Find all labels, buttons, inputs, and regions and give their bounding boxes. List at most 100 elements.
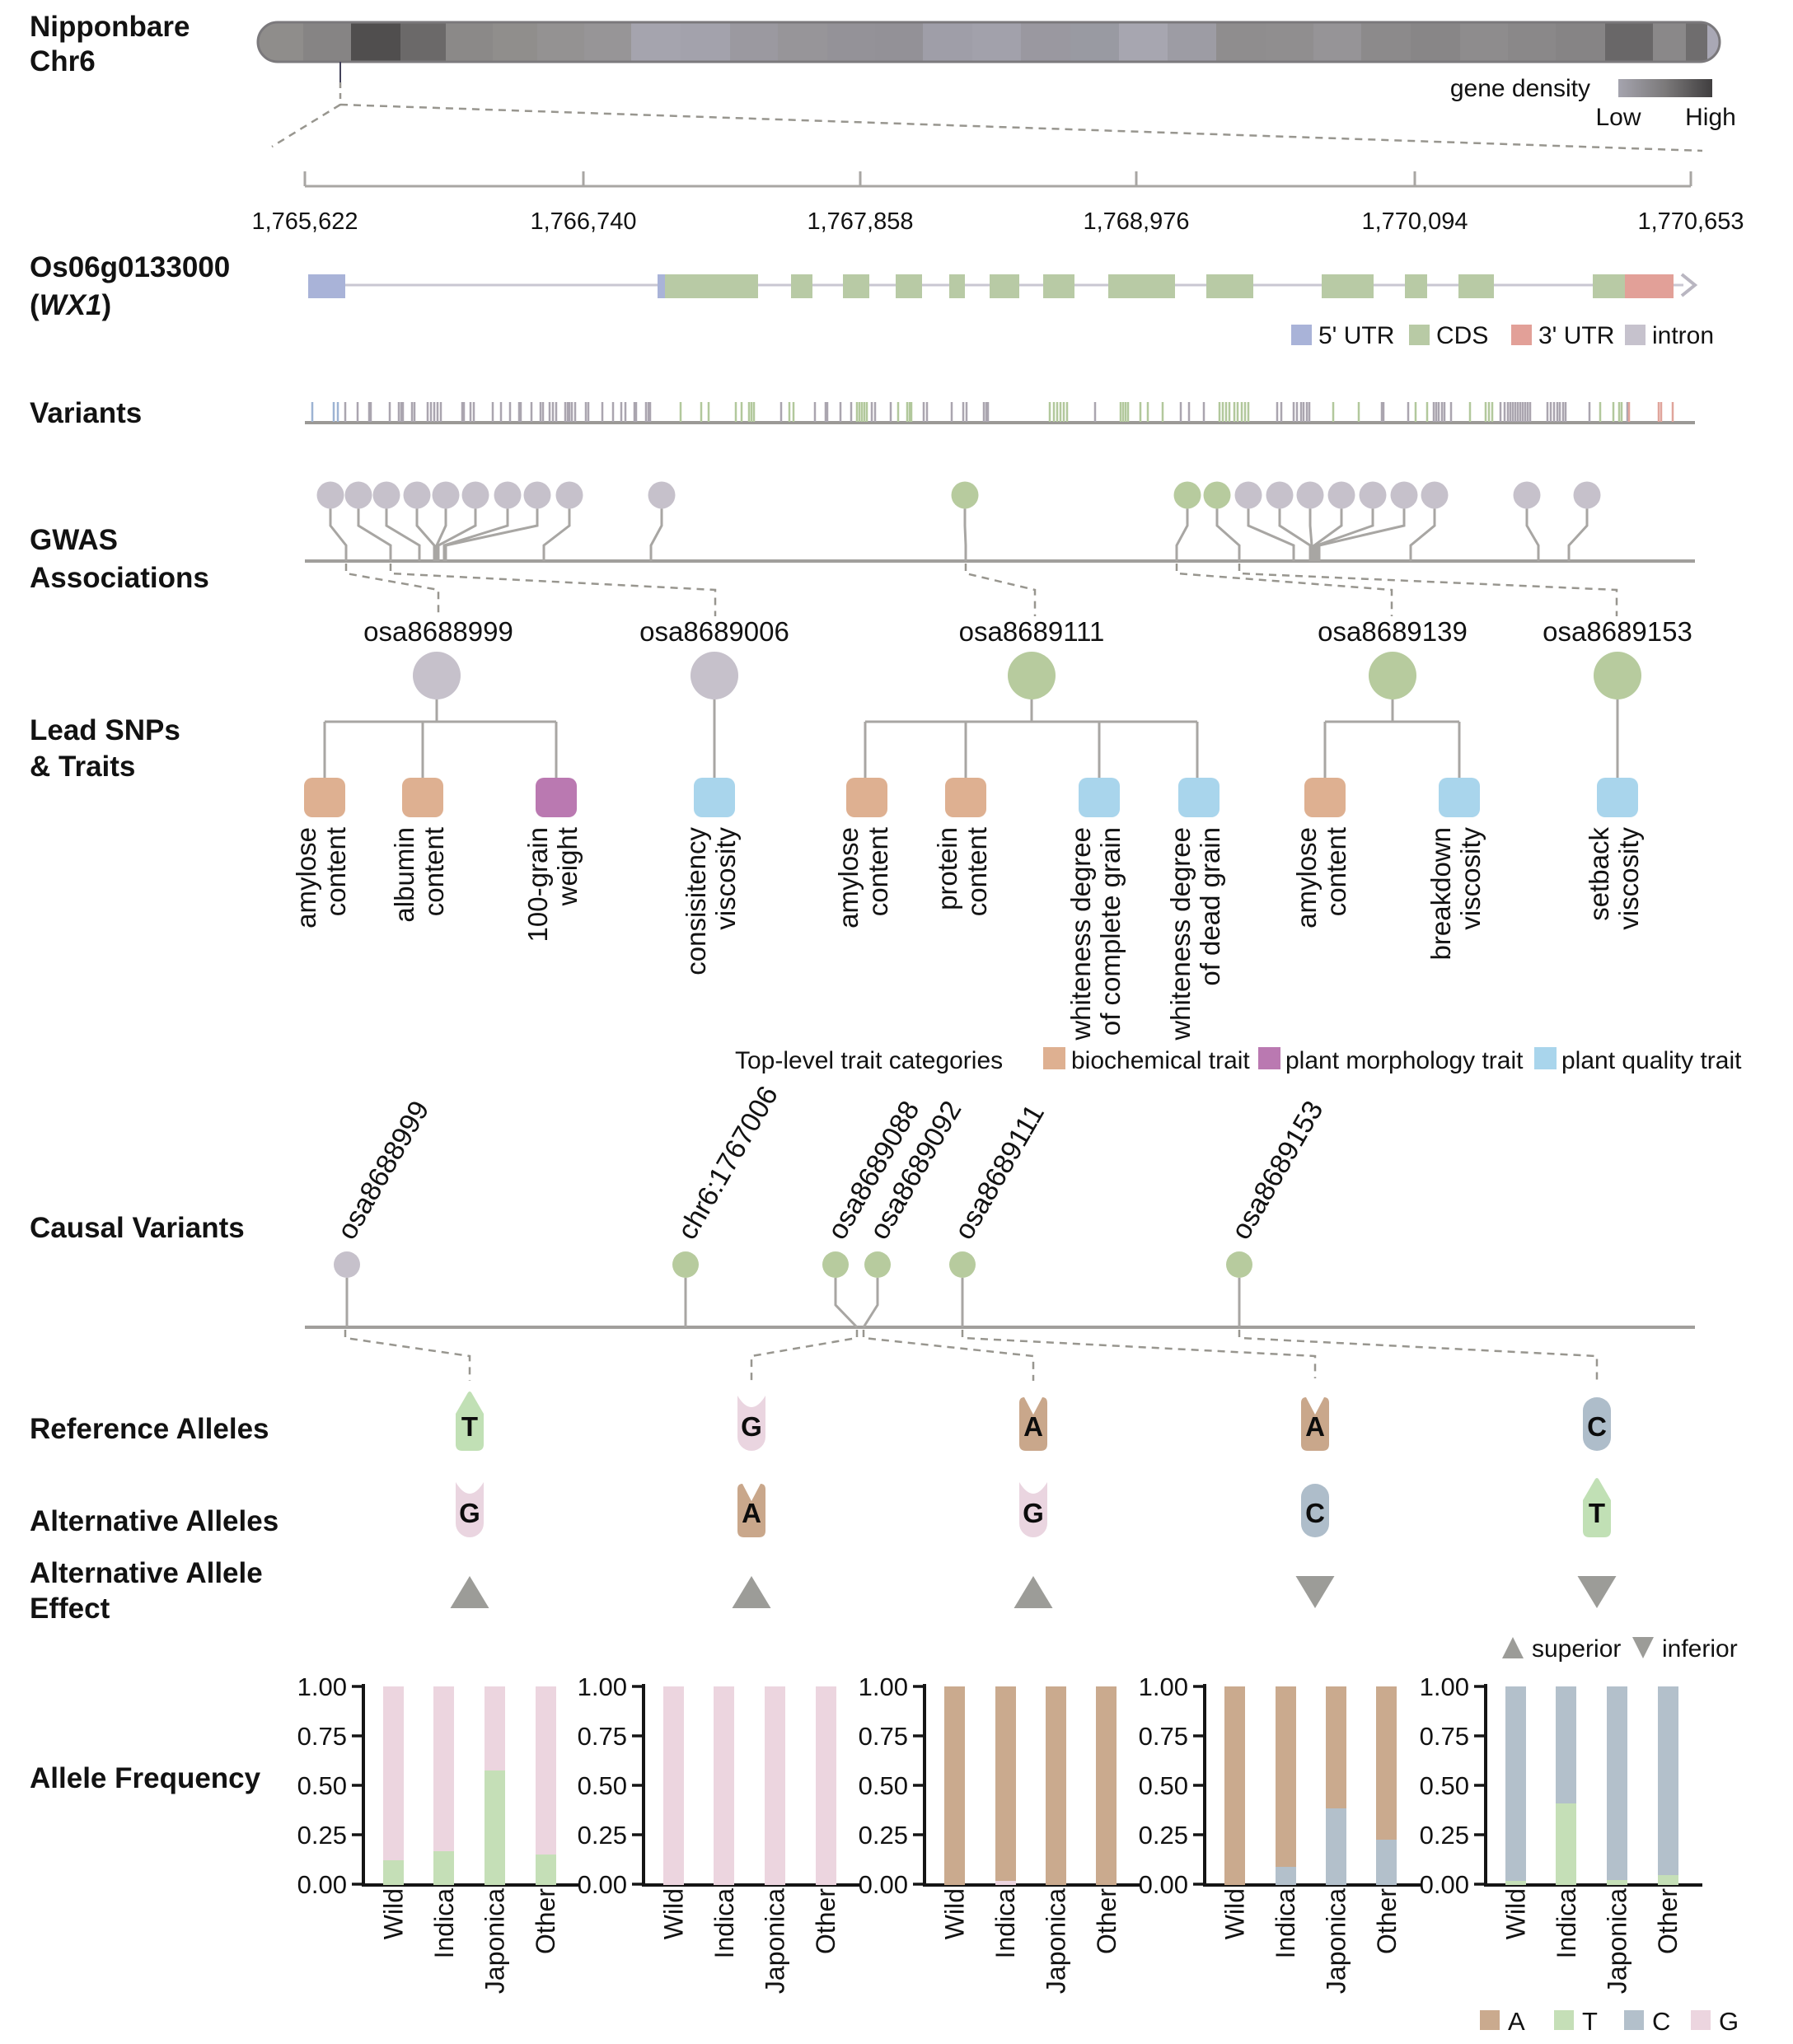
- svg-text:whiteness degree: whiteness degree: [1165, 827, 1196, 1041]
- svg-text:G: G: [1719, 2007, 1739, 2036]
- svg-text:content: content: [962, 827, 992, 916]
- svg-text:Other: Other: [1372, 1888, 1402, 1954]
- svg-text:0.00: 0.00: [578, 1870, 627, 1899]
- svg-text:Other: Other: [811, 1888, 840, 1954]
- svg-text:viscosity: viscosity: [1455, 827, 1486, 930]
- svg-text:High: High: [1685, 104, 1736, 131]
- svg-text:Wild: Wild: [1220, 1888, 1250, 1939]
- svg-text:Nipponbare: Nipponbare: [30, 11, 190, 43]
- svg-text:Reference Alleles: Reference Alleles: [30, 1413, 269, 1445]
- svg-text:Effect: Effect: [30, 1593, 110, 1625]
- svg-text:A: A: [1305, 1411, 1325, 1442]
- svg-text:biochemical trait: biochemical trait: [1071, 1047, 1250, 1074]
- svg-text:0.50: 0.50: [578, 1771, 627, 1800]
- svg-text:amylose: amylose: [291, 827, 321, 928]
- svg-text:content: content: [1321, 827, 1351, 916]
- svg-text:0.75: 0.75: [578, 1722, 627, 1751]
- svg-text:superior: superior: [1532, 1635, 1621, 1663]
- svg-text:1,765,622: 1,765,622: [251, 208, 358, 235]
- svg-text:Other: Other: [531, 1888, 560, 1954]
- svg-text:0.00: 0.00: [859, 1870, 908, 1899]
- svg-text:100-grain: 100-grain: [522, 827, 553, 942]
- svg-text:viscosity: viscosity: [1613, 827, 1644, 930]
- svg-text:Associations: Associations: [30, 562, 209, 594]
- svg-text:0.50: 0.50: [297, 1771, 347, 1800]
- svg-text:Causal Variants: Causal Variants: [30, 1212, 245, 1244]
- svg-text:content: content: [321, 827, 351, 916]
- svg-text:(WX1): (WX1): [30, 289, 111, 321]
- svg-text:C: C: [1305, 1498, 1325, 1528]
- svg-text:0.25: 0.25: [1139, 1821, 1188, 1850]
- svg-text:0.75: 0.75: [859, 1722, 908, 1751]
- svg-text:consisitency: consisitency: [681, 827, 711, 975]
- svg-text:1.00: 1.00: [1420, 1672, 1469, 1701]
- svg-text:C: C: [1587, 1411, 1607, 1442]
- svg-text:1,766,740: 1,766,740: [530, 208, 636, 235]
- svg-text:A: A: [1508, 2007, 1525, 2036]
- svg-text:albumin: albumin: [389, 827, 419, 923]
- svg-text:1.00: 1.00: [1139, 1672, 1188, 1701]
- svg-text:0.50: 0.50: [1139, 1771, 1188, 1800]
- svg-text:of dead grain: of dead grain: [1195, 827, 1225, 986]
- svg-text:Lead SNPs: Lead SNPs: [30, 714, 180, 746]
- svg-text:Low: Low: [1595, 104, 1641, 131]
- svg-text:Wild: Wild: [1501, 1888, 1531, 1939]
- svg-text:T: T: [1589, 1498, 1605, 1528]
- svg-text:amylose: amylose: [1291, 827, 1322, 928]
- svg-text:plant quality trait: plant quality trait: [1561, 1047, 1742, 1074]
- svg-text:Japonica: Japonica: [1603, 1888, 1632, 1994]
- svg-text:Wild: Wild: [379, 1888, 409, 1939]
- svg-text:osa8688999: osa8688999: [363, 616, 513, 647]
- svg-text:Japonica: Japonica: [1042, 1888, 1071, 1994]
- svg-text:content: content: [419, 827, 449, 916]
- svg-text:gene density: gene density: [1450, 75, 1590, 102]
- svg-text:0.25: 0.25: [297, 1821, 347, 1850]
- svg-text:G: G: [459, 1498, 480, 1528]
- svg-text:Other: Other: [1653, 1888, 1683, 1954]
- svg-text:Alternative Alleles: Alternative Alleles: [30, 1505, 279, 1537]
- svg-text:A: A: [742, 1498, 761, 1528]
- svg-text:osa8689006: osa8689006: [639, 616, 789, 647]
- svg-text:content: content: [863, 827, 893, 916]
- svg-text:5' UTR: 5' UTR: [1318, 322, 1394, 349]
- svg-text:Indica: Indica: [429, 1888, 459, 1959]
- svg-text:Chr6: Chr6: [30, 45, 96, 77]
- svg-text:Japonica: Japonica: [1322, 1888, 1351, 1994]
- svg-text:Japonica: Japonica: [480, 1888, 510, 1994]
- svg-text:osa8689111: osa8689111: [959, 616, 1105, 647]
- svg-text:inferior: inferior: [1662, 1635, 1738, 1663]
- svg-text:setback: setback: [1584, 827, 1614, 921]
- svg-text:1,770,094: 1,770,094: [1361, 208, 1468, 235]
- svg-text:1,768,976: 1,768,976: [1083, 208, 1189, 235]
- svg-text:Japonica: Japonica: [761, 1888, 790, 1994]
- svg-text:Wild: Wild: [940, 1888, 970, 1939]
- svg-text:C: C: [1652, 2007, 1670, 2036]
- svg-text:0.50: 0.50: [1420, 1771, 1469, 1800]
- svg-text:Variants: Variants: [30, 397, 142, 429]
- svg-text:G: G: [741, 1411, 762, 1442]
- svg-text:breakdown: breakdown: [1426, 827, 1456, 960]
- svg-text:whiteness degree: whiteness degree: [1065, 827, 1096, 1041]
- svg-text:0.00: 0.00: [1139, 1870, 1188, 1899]
- svg-text:viscosity: viscosity: [710, 827, 741, 930]
- svg-text:1.00: 1.00: [578, 1672, 627, 1701]
- svg-text:CDS: CDS: [1436, 322, 1488, 349]
- svg-text:intron: intron: [1652, 322, 1714, 349]
- svg-text:A: A: [1023, 1411, 1043, 1442]
- svg-text:1.00: 1.00: [859, 1672, 908, 1701]
- svg-text:0.75: 0.75: [1139, 1722, 1188, 1751]
- svg-text:Alternative Allele: Alternative Allele: [30, 1557, 263, 1589]
- svg-text:Indica: Indica: [1552, 1888, 1581, 1959]
- svg-text:Os06g0133000: Os06g0133000: [30, 251, 230, 283]
- svg-text:0.25: 0.25: [578, 1821, 627, 1850]
- svg-text:1,770,653: 1,770,653: [1637, 208, 1744, 235]
- svg-text:Top-level trait categories: Top-level trait categories: [735, 1047, 1003, 1074]
- svg-text:plant morphology trait: plant morphology trait: [1285, 1047, 1524, 1074]
- svg-text:Indica: Indica: [709, 1888, 739, 1959]
- svg-text:0.75: 0.75: [297, 1722, 347, 1751]
- svg-text:osa8689139: osa8689139: [1318, 616, 1468, 647]
- svg-text:protein: protein: [932, 827, 962, 910]
- svg-text:T: T: [1582, 2007, 1598, 2036]
- svg-text:weight: weight: [552, 827, 583, 906]
- svg-text:0.50: 0.50: [859, 1771, 908, 1800]
